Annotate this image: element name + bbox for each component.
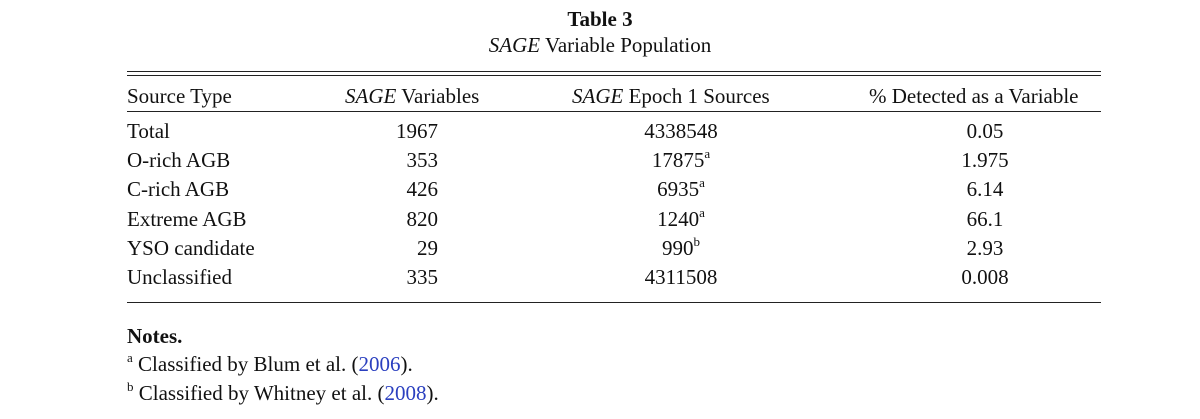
note-end: ).	[426, 381, 439, 405]
row-epoch-sources-value: 6935	[657, 177, 700, 201]
header-source-type: Source Type	[127, 84, 232, 108]
row-epoch-sources: 17875a	[651, 146, 711, 172]
row-source-type: YSO candidate	[127, 236, 255, 260]
row-source-type: Extreme AGB	[127, 207, 247, 231]
header-epoch-italic: SAGE	[572, 84, 624, 108]
row-variables: 29	[417, 236, 438, 260]
row-epoch-sources: 6935a	[657, 175, 705, 201]
header-variables-italic: SAGE	[345, 84, 397, 108]
row-percent-detected: 6.14	[966, 177, 1004, 201]
header-rule	[127, 111, 1101, 112]
row-percent-detected: 1.975	[961, 148, 1009, 172]
note-item: b Classified by Whitney et al. (2008).	[127, 379, 439, 406]
row-source-type: C-rich AGB	[127, 177, 230, 201]
row-epoch-sources-value: 990	[662, 236, 694, 260]
note-mark: b	[127, 379, 134, 394]
header-epoch-rest: Epoch 1 Sources	[623, 84, 770, 108]
table-title-rest: Variable Population	[540, 33, 712, 57]
footnote-mark: a	[699, 205, 705, 220]
row-percent-detected: 0.008	[961, 265, 1009, 289]
row-epoch-sources-value: 17875	[651, 148, 705, 172]
notes-heading: Notes.	[127, 324, 183, 348]
header-detected: % Detected as a Variable	[869, 84, 1079, 108]
table-number: Table 3	[567, 7, 633, 31]
row-variables: 426	[406, 177, 439, 201]
row-source-type: O-rich AGB	[127, 148, 231, 172]
note-mark: a	[127, 350, 133, 365]
header-variables-rest: Variables	[396, 84, 480, 108]
note-item: a Classified by Blum et al. (2006).	[127, 350, 413, 377]
row-epoch-sources-value: 4311508	[644, 265, 718, 289]
row-epoch-sources: 990b	[662, 234, 701, 260]
row-variables: 1967	[396, 119, 438, 143]
header-variables: SAGE Variables	[345, 84, 479, 108]
row-percent-detected: 2.93	[966, 236, 1004, 260]
row-epoch-sources-value: 4338548	[644, 119, 718, 143]
row-epoch-sources-value: 1240	[657, 207, 700, 231]
citation-link[interactable]: 2006	[358, 352, 401, 376]
footnote-mark: a	[704, 146, 711, 161]
row-source-type: Total	[127, 119, 170, 143]
bottom-rule	[127, 302, 1101, 303]
table-title-italic: SAGE	[488, 33, 541, 57]
note-text: Classified by Whitney et al. (	[133, 381, 385, 405]
row-variables: 820	[406, 207, 439, 231]
row-percent-detected: 66.1	[966, 207, 1004, 231]
row-epoch-sources: 4338548	[644, 119, 718, 143]
row-variables: 335	[406, 265, 439, 289]
table-title: SAGE Variable Population	[0, 33, 1200, 58]
note-text: Classified by Blum et al. (	[132, 352, 359, 376]
row-percent-detected: 0.05	[966, 119, 1004, 143]
footnote-mark: a	[699, 175, 705, 190]
row-epoch-sources: 1240a	[657, 205, 705, 231]
header-epoch-sources: SAGE Epoch 1 Sources	[572, 84, 770, 108]
row-epoch-sources: 4311508	[645, 265, 718, 289]
note-end: ).	[400, 352, 413, 376]
row-source-type: Unclassified	[127, 265, 232, 289]
citation-link[interactable]: 2008	[384, 381, 427, 405]
footnote-mark: b	[693, 234, 701, 249]
top-rule	[127, 71, 1101, 72]
row-variables: 353	[406, 148, 439, 172]
top-rule-second	[127, 75, 1101, 76]
